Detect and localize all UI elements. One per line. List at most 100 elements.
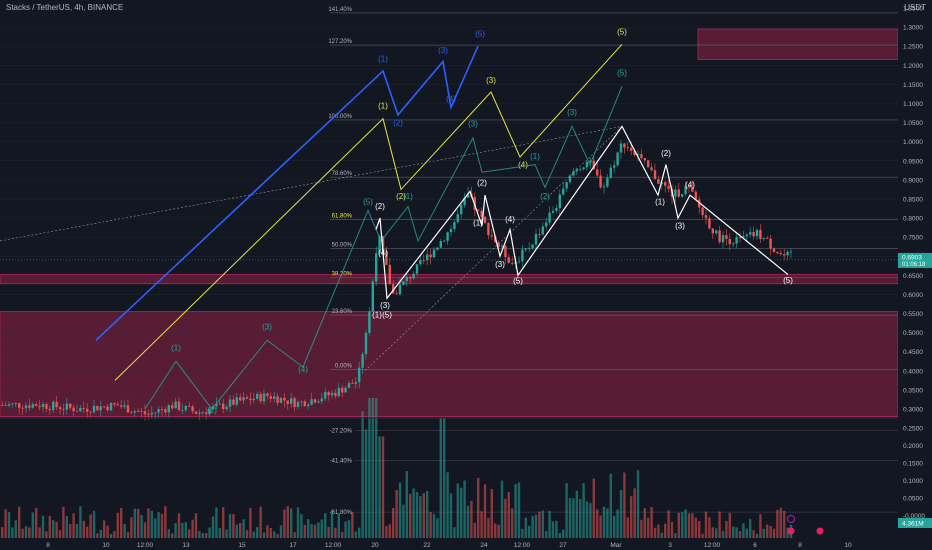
volume-bar <box>483 484 487 538</box>
candle <box>694 191 697 200</box>
volume-bar <box>330 509 334 538</box>
wave-label: (3) <box>262 323 272 332</box>
wave-label: (3) <box>486 76 496 85</box>
candle <box>640 154 643 159</box>
volume-bar <box>249 508 252 538</box>
candle <box>555 208 558 211</box>
volume-bar <box>402 504 405 538</box>
volume-bar <box>453 527 456 538</box>
wave-label: (2) <box>540 192 550 201</box>
volume-bar <box>41 515 45 538</box>
volume-bar <box>174 523 177 538</box>
candle <box>725 235 728 239</box>
volume-bar <box>551 521 555 538</box>
candle <box>647 160 650 168</box>
volume-bar <box>205 533 208 538</box>
candle <box>191 406 194 412</box>
volume-bar <box>412 488 415 538</box>
volume-bar <box>623 472 626 538</box>
candle <box>494 236 497 243</box>
volume-bar <box>395 489 398 538</box>
candle <box>579 169 582 170</box>
volume-bar <box>446 472 449 538</box>
fib-level-label: 38.20% <box>332 272 353 278</box>
volume-bar <box>463 480 466 538</box>
price-tick: 0.5500 <box>903 311 923 318</box>
candle <box>286 400 289 404</box>
wave-label: (4) <box>518 160 528 169</box>
trend-line <box>0 126 623 242</box>
volume-bar <box>313 524 317 538</box>
candle <box>602 186 606 188</box>
candle <box>643 158 646 161</box>
candle <box>429 254 432 258</box>
wave-label: (5) <box>617 69 627 78</box>
price-zone <box>697 28 899 60</box>
volume-bar <box>711 527 714 538</box>
volume-bar <box>419 496 422 538</box>
volume-bar <box>592 478 595 538</box>
price-tick: 0.9500 <box>903 158 923 165</box>
volume-bar <box>718 511 721 538</box>
volume-bar <box>619 490 623 538</box>
wave-label: (4) <box>446 95 456 104</box>
time-tick: Mar <box>610 542 622 549</box>
time-tick: 17 <box>289 542 297 549</box>
candle <box>35 404 38 406</box>
price-tick: 1.1000 <box>903 101 923 108</box>
volume-bar <box>772 528 776 538</box>
candle <box>422 260 425 261</box>
volume-bar <box>684 509 687 538</box>
candle <box>38 405 41 408</box>
unit-label: USDT <box>904 3 926 12</box>
candle <box>395 293 398 295</box>
price-tick: 0.5000 <box>903 330 923 337</box>
candle <box>463 197 466 206</box>
volume-bar <box>636 470 640 538</box>
volume-bar <box>664 523 667 538</box>
volume-bar <box>742 523 745 538</box>
candle <box>548 212 551 223</box>
candle <box>776 251 779 254</box>
volume-bar <box>228 514 232 538</box>
symbol-title: Stacks / TetherUS, 4h, BINANCE <box>6 3 124 12</box>
volume-bar <box>99 529 102 538</box>
volume-bar <box>555 520 558 538</box>
candle <box>164 409 167 413</box>
volume-bar <box>677 512 680 538</box>
candle <box>609 167 612 178</box>
wave-label: (4) <box>378 248 388 257</box>
volume-bar <box>565 483 568 538</box>
candle <box>755 229 759 237</box>
volume-bar <box>667 510 670 538</box>
volume-bar <box>62 506 65 538</box>
volume-bar <box>65 516 68 538</box>
fib-level-label: 78.60% <box>332 171 353 177</box>
volume-tick: 0.2500 <box>903 426 923 433</box>
event-marker-icon <box>816 527 824 535</box>
price-tick: 0.3500 <box>903 387 923 394</box>
price-tick: 1.3000 <box>903 25 923 32</box>
volume-bar <box>177 513 181 538</box>
wave-label: (5) <box>783 276 793 285</box>
candle <box>24 405 28 409</box>
candle <box>324 392 327 399</box>
candle <box>259 393 262 402</box>
volume-bar <box>776 510 779 538</box>
volume-bar <box>456 483 459 538</box>
volume-bar <box>245 530 249 538</box>
candle <box>378 236 381 254</box>
wave-white-line <box>375 125 789 300</box>
candle <box>409 276 412 279</box>
volume-bar <box>585 501 589 538</box>
candle <box>235 397 238 405</box>
volume-bar <box>72 513 75 538</box>
volume-bar <box>252 531 255 538</box>
candle <box>599 175 602 188</box>
volume-bar <box>558 533 561 538</box>
volume-bar <box>327 526 330 538</box>
candle <box>402 281 405 285</box>
wave-label: (2) <box>477 179 487 188</box>
